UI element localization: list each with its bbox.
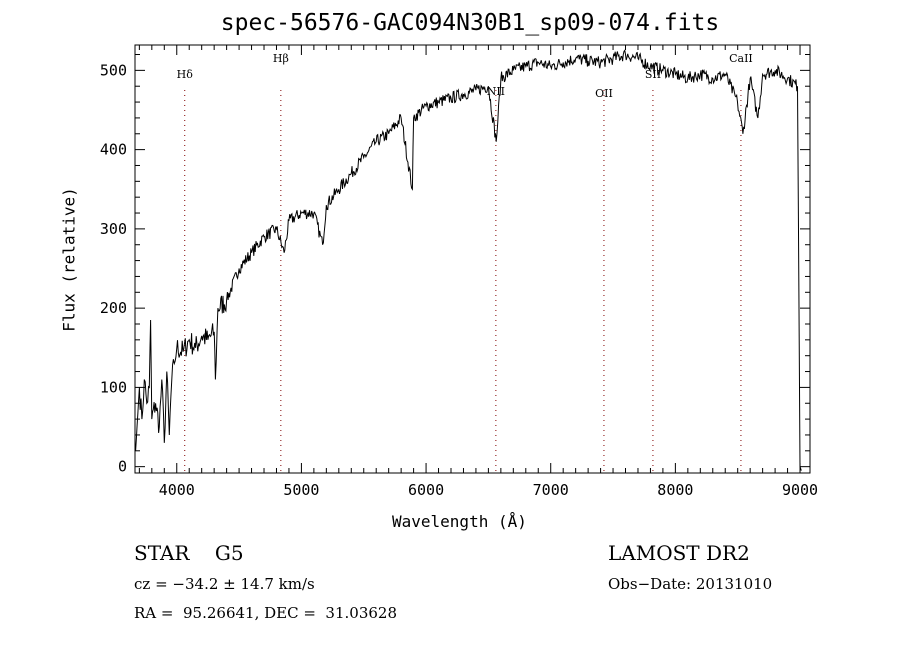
x-tick-label: 5000	[283, 481, 319, 499]
spectrum-line	[135, 49, 802, 471]
y-tick-label: 200	[100, 299, 127, 317]
x-axis-label: Wavelength (Å)	[392, 512, 527, 531]
x-tick-label: 9000	[782, 481, 818, 499]
y-tick-label: 500	[100, 61, 127, 79]
line-marker-label: Hβ	[273, 52, 289, 65]
y-tick-label: 300	[100, 220, 127, 238]
obs-date: Obs−Date: 20131010	[608, 575, 773, 593]
x-tick-label: 8000	[657, 481, 693, 499]
line-marker-label: OII	[595, 87, 613, 100]
survey-name: LAMOST DR2	[608, 541, 750, 565]
line-marker-label: Hδ	[177, 68, 194, 81]
x-tick-label: 6000	[408, 481, 444, 499]
x-tick-label: 4000	[159, 481, 195, 499]
y-axis-label: Flux (relative)	[59, 187, 79, 332]
line-marker-label: CaII	[729, 52, 753, 65]
object-class: STAR G5	[134, 541, 244, 565]
y-tick-label: 0	[118, 458, 127, 476]
y-tick-label: 100	[100, 378, 127, 396]
ra-dec: RA = 95.26641, DEC = 31.03628	[134, 604, 398, 622]
redshift-cz: cz = −34.2 ± 14.7 km/s	[134, 575, 315, 593]
y-tick-label: 400	[100, 141, 127, 159]
chart-title: spec-56576-GAC094N30B1_sp09-074.fits	[220, 10, 720, 36]
plot-frame	[134, 44, 811, 474]
line-marker-label: SII	[645, 68, 661, 81]
x-tick-label: 7000	[533, 481, 569, 499]
